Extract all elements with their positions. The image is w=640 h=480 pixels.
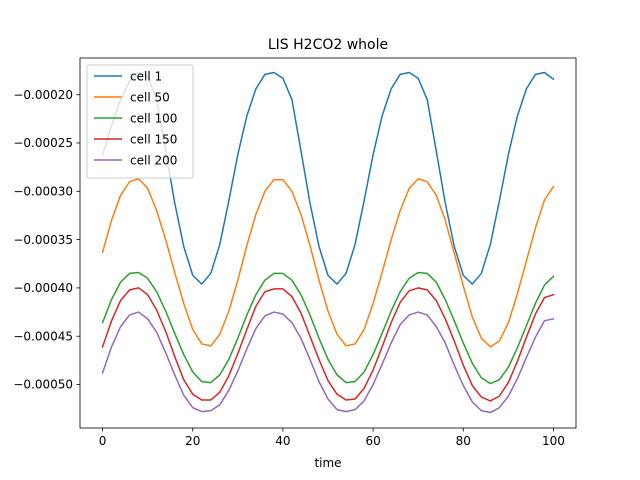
- y-tick-label: −0.00040: [13, 281, 73, 295]
- y-axis: −0.00050 −0.00045 −0.00040 −0.00035 −0.00030…: [13, 88, 80, 392]
- y-tick-label: −0.00025: [13, 136, 73, 150]
- y-tick-label: −0.00050: [13, 378, 73, 392]
- x-tick-label: 0: [99, 434, 107, 448]
- x-tick-label: 100: [542, 434, 565, 448]
- y-tick-label: −0.00035: [13, 233, 73, 247]
- legend-box: [86, 64, 194, 179]
- series-line-0: [101, 71, 555, 285]
- series-line-1: [101, 178, 555, 348]
- legend-label-0: cell 1: [130, 69, 162, 83]
- series-line-2: [101, 271, 555, 385]
- x-tick-label: 20: [185, 434, 200, 448]
- series-line-3: [101, 287, 555, 402]
- x-axis-label: time: [314, 456, 341, 470]
- y-tick-label: −0.00020: [13, 88, 73, 102]
- axes-frame: [79, 57, 577, 429]
- legend-label-4: cell 200: [130, 153, 177, 167]
- chart-title: LIS H2CO2 whole: [268, 37, 388, 53]
- plot-area: [101, 71, 555, 414]
- y-tick-label: −0.00030: [13, 185, 73, 199]
- legend-label-1: cell 50: [130, 90, 170, 104]
- legend-label-3: cell 150: [130, 132, 177, 146]
- y-tick-label: −0.00045: [13, 329, 73, 343]
- legend: cell 1 cell 50 cell 100 cell 150 cell 200: [86, 64, 194, 179]
- x-tick-label: 40: [275, 434, 290, 448]
- x-axis: 0 20 40 60 80 100: [99, 428, 565, 448]
- series-line-4: [101, 311, 555, 414]
- x-tick-label: 60: [365, 434, 380, 448]
- x-tick-label: 80: [456, 434, 471, 448]
- legend-label-2: cell 100: [130, 111, 177, 125]
